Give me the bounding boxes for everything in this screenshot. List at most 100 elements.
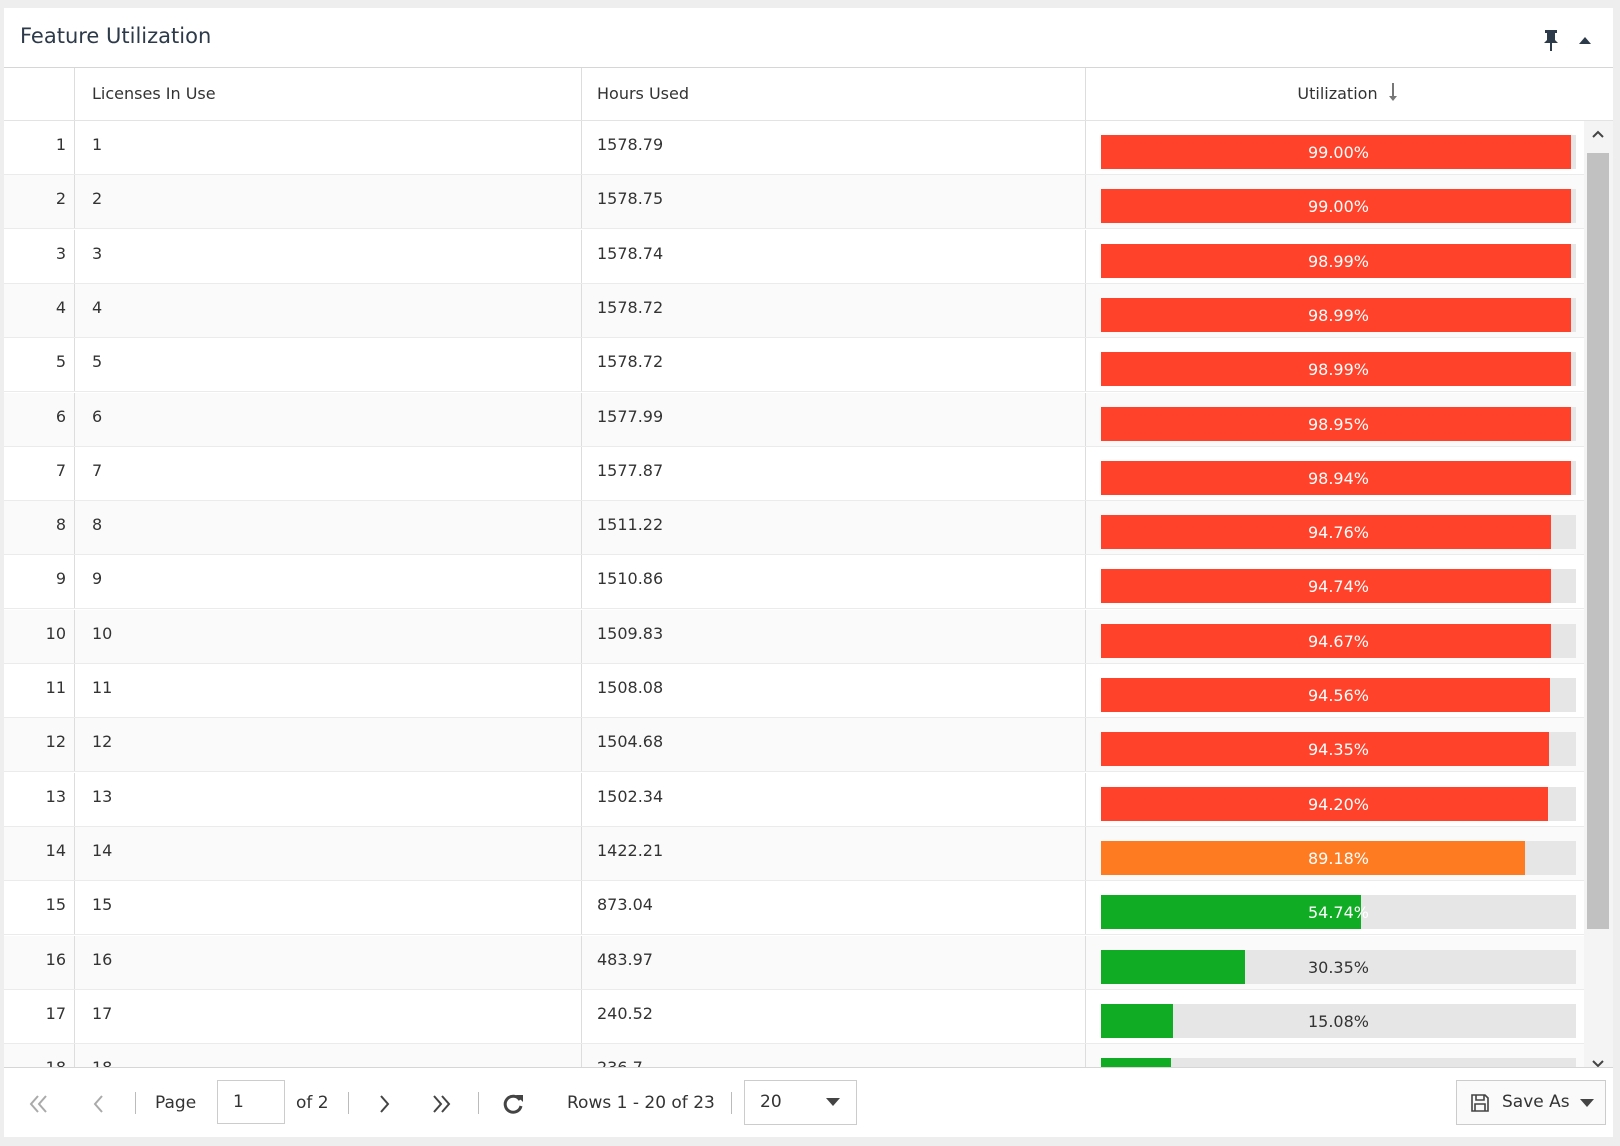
header-icons[interactable]	[1539, 28, 1599, 52]
refresh-button[interactable]	[502, 1092, 526, 1116]
utilization-cell: 94.35%	[1085, 718, 1584, 772]
row-number: 15	[45, 895, 66, 915]
utilization-bar	[1101, 786, 1549, 821]
pager: Page 1 of 2 Rows 1 - 20 of 23 20 Save As	[4, 1067, 1613, 1137]
utilization-bar	[1101, 243, 1572, 278]
pager-nav-first-prev[interactable]	[26, 1092, 136, 1116]
utilization-label: 54.74%	[1307, 903, 1369, 923]
rows-info: Rows 1 - 20 of 23	[567, 1093, 715, 1113]
table-row: 4 4 1578.72 98.99%	[4, 283, 1584, 338]
column-header[interactable]: Licenses In Use	[74, 68, 581, 120]
utilization-cell: 54.74%	[1085, 881, 1584, 935]
panel: Feature Utilization Licenses In Use Hour…	[4, 8, 1613, 1137]
utilization-cell: 98.99%	[1085, 283, 1584, 337]
hours-cell: 1509.83	[581, 609, 1085, 663]
page-label: Page	[155, 1093, 197, 1113]
licenses-cell: 3	[74, 229, 581, 283]
utilization-cell: 94.74%	[1085, 555, 1584, 609]
row-number: 12	[45, 732, 66, 752]
scrollbar-graphic	[1587, 130, 1609, 1068]
save-icon	[1471, 1094, 1489, 1112]
save-as-button[interactable]: Save As	[1456, 1080, 1606, 1125]
hours-cell: 1504.68	[581, 718, 1085, 772]
table-body: 1 1 1578.79 99.00% 2 2 1578.75 99.00% 3 3 1578.74 9…	[4, 121, 1613, 1075]
row-number: 4	[55, 297, 66, 317]
page-size-value: 20	[760, 1092, 782, 1112]
utilization-track: 94.74%	[1101, 569, 1576, 604]
panel-header: Feature Utilization	[4, 8, 1613, 68]
hours-cell: 240.52	[581, 989, 1085, 1043]
scrollbar[interactable]	[1584, 121, 1613, 1075]
row-number: 3	[55, 243, 66, 263]
table-row: 13 13 1502.34 94.20%	[4, 772, 1584, 827]
save-as-label: Save As	[1502, 1092, 1570, 1112]
utilization-label: 94.35%	[1307, 740, 1369, 760]
utilization-cell: 30.35%	[1085, 935, 1584, 989]
hours-cell: 1577.87	[581, 446, 1085, 500]
row-number: 9	[55, 569, 66, 589]
utilization-bar	[1101, 678, 1551, 712]
utilization-track: 98.99%	[1101, 243, 1576, 278]
column-header[interactable]: Hours Used	[581, 68, 1085, 120]
licenses-cell: 10	[74, 609, 581, 663]
hours-cell: 1422.21	[581, 826, 1085, 880]
utilization-bar	[1101, 732, 1550, 767]
licenses-cell: 4	[74, 283, 581, 337]
licenses-cell: 11	[74, 664, 581, 717]
row-number: 17	[45, 1003, 66, 1023]
utilization-bar	[1101, 840, 1525, 875]
utilization-bar	[1101, 515, 1552, 550]
row-number: 1	[55, 135, 66, 154]
licenses-cell: 5	[74, 338, 581, 392]
utilization-bar	[1101, 569, 1551, 604]
table-row: 11 11 1508.08 94.56%	[4, 664, 1584, 718]
licenses-cell: 8	[74, 501, 581, 555]
table-row: 2 2 1578.75 99.00%	[4, 175, 1584, 230]
utilization-label: 94.20%	[1307, 794, 1369, 814]
licenses-cell: 14	[74, 826, 581, 880]
table-row: 3 3 1578.74 98.99%	[4, 229, 1584, 284]
utilization-track: 98.94%	[1101, 460, 1576, 495]
utilization-track: 94.76%	[1101, 515, 1576, 550]
page-size-select[interactable]: 20	[744, 1080, 857, 1125]
dropdown-caret	[1580, 1099, 1594, 1107]
page-input[interactable]: 1	[217, 1080, 285, 1124]
utilization-cell: 99.00%	[1085, 175, 1584, 229]
table-row: 5 5 1578.72 98.99%	[4, 338, 1584, 393]
utilization-label: 98.99%	[1307, 305, 1369, 325]
table-row: 8 8 1511.22 94.76%	[4, 501, 1584, 556]
pager-nav-next-last[interactable]	[372, 1092, 464, 1116]
utilization-cell: 98.94%	[1085, 446, 1584, 500]
licenses-cell: 1	[74, 121, 581, 174]
separator	[731, 1092, 732, 1114]
licenses-cell: 13	[74, 772, 581, 826]
utilization-label: 98.99%	[1307, 251, 1369, 271]
utilization-bar	[1101, 623, 1551, 658]
utilization-track: 30.35%	[1101, 949, 1576, 984]
table-row: 7 7 1577.87 98.94%	[4, 446, 1584, 501]
hours-cell: 1578.79	[581, 121, 1085, 174]
table-row: 16 16 483.97 30.35%	[4, 935, 1584, 990]
table-row: 10 10 1509.83 94.67%	[4, 609, 1584, 664]
licenses-cell: 17	[74, 989, 581, 1043]
utilization-track: 15.08%	[1101, 1003, 1576, 1038]
utilization-track: 99.00%	[1101, 189, 1576, 224]
utilization-bar	[1101, 1003, 1173, 1038]
sort-icon	[1388, 83, 1397, 101]
licenses-cell: 16	[74, 935, 581, 989]
table-row: 9 9 1510.86 94.74%	[4, 555, 1584, 610]
row-number: 11	[45, 678, 66, 697]
hours-cell: 1510.86	[581, 555, 1085, 609]
utilization-cell: 89.18%	[1085, 826, 1584, 880]
column-header[interactable]: Utilization	[1085, 68, 1613, 120]
utilization-label: 99.00%	[1307, 143, 1369, 162]
utilization-track: 98.99%	[1101, 297, 1576, 332]
utilization-label: 94.74%	[1307, 577, 1369, 597]
hours-cell: 1578.72	[581, 338, 1085, 392]
dropdown-caret	[826, 1098, 840, 1106]
utilization-label: 89.18%	[1307, 848, 1369, 868]
table-row: 17 17 240.52 15.08%	[4, 989, 1584, 1044]
hours-cell: 1578.74	[581, 229, 1085, 283]
licenses-cell: 2	[74, 175, 581, 229]
